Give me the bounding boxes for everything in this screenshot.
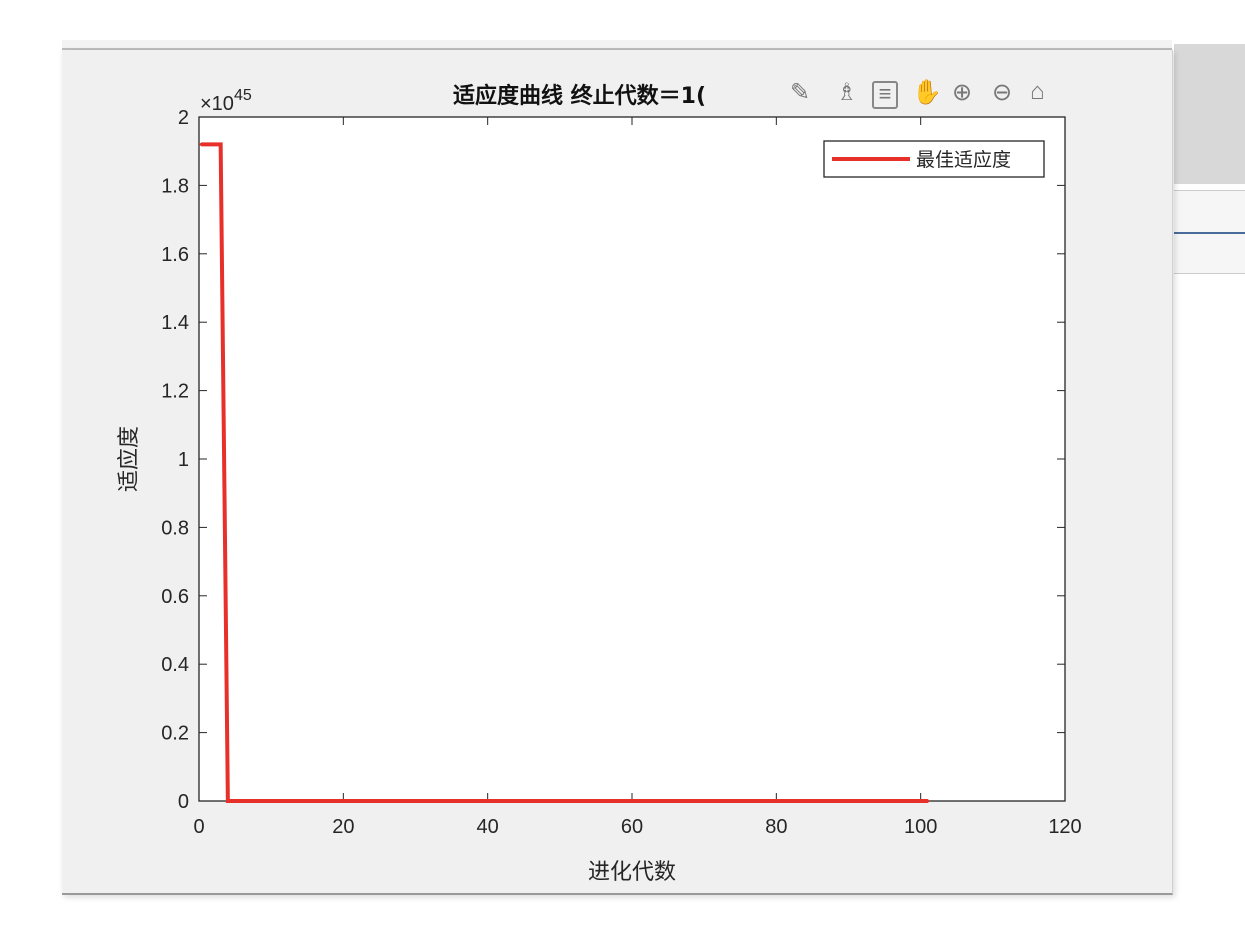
x-tick-label: 60	[621, 816, 643, 838]
y-tick-label: 1.8	[161, 175, 189, 197]
legend[interactable]: 最佳适应度	[823, 140, 1045, 178]
pan-hand-icon[interactable]: ✋	[912, 79, 942, 106]
data-point	[926, 799, 930, 803]
y-tick-label: 1.6	[161, 244, 189, 266]
x-axis-label: 进化代数	[588, 860, 676, 885]
background-window	[1174, 44, 1245, 184]
brush-icon[interactable]: ♗	[836, 79, 858, 106]
y-tick-label: 0.4	[161, 654, 189, 676]
series-line-best-fitness	[201, 142, 928, 803]
data-point	[219, 142, 223, 146]
home-icon[interactable]: ⌂	[1030, 78, 1045, 105]
y-tick-label: 1.4	[161, 312, 189, 334]
legend-box	[823, 140, 1045, 178]
x-tick-label: 40	[477, 816, 499, 838]
y-tick-label: 0.8	[161, 517, 189, 539]
y-tick-label: 0.2	[161, 723, 189, 745]
data-tips-icon[interactable]: ≡	[872, 81, 898, 109]
x-tick-label: 20	[332, 816, 354, 838]
data-point	[199, 142, 203, 146]
plot-area	[198, 116, 1066, 802]
zoom-in-icon[interactable]: ⊕	[952, 79, 973, 106]
x-tick-label: 100	[904, 816, 937, 838]
exponent-label: ×1045	[200, 87, 252, 115]
data-point	[226, 799, 230, 803]
legend-label: 最佳适应度	[916, 149, 1011, 171]
y-axis-label: 适应度	[117, 426, 142, 492]
y-tick-label: 1.2	[161, 381, 189, 403]
y-tick-label: 1	[178, 449, 189, 471]
x-tick-label: 120	[1048, 816, 1081, 838]
chart-title: 适应度曲线 终止代数＝1(	[453, 83, 706, 109]
y-tick-label: 0	[178, 791, 189, 813]
edit-plot-icon[interactable]: ✎	[790, 79, 811, 106]
zoom-out-icon[interactable]: ⊖	[992, 79, 1013, 106]
y-tick-label: 2	[178, 107, 189, 129]
x-tick-label: 80	[765, 816, 787, 838]
window-top-strip	[62, 40, 1172, 50]
x-tick-label: 0	[193, 816, 204, 838]
background-window-divider	[1174, 232, 1245, 234]
y-tick-label: 0.6	[161, 586, 189, 608]
